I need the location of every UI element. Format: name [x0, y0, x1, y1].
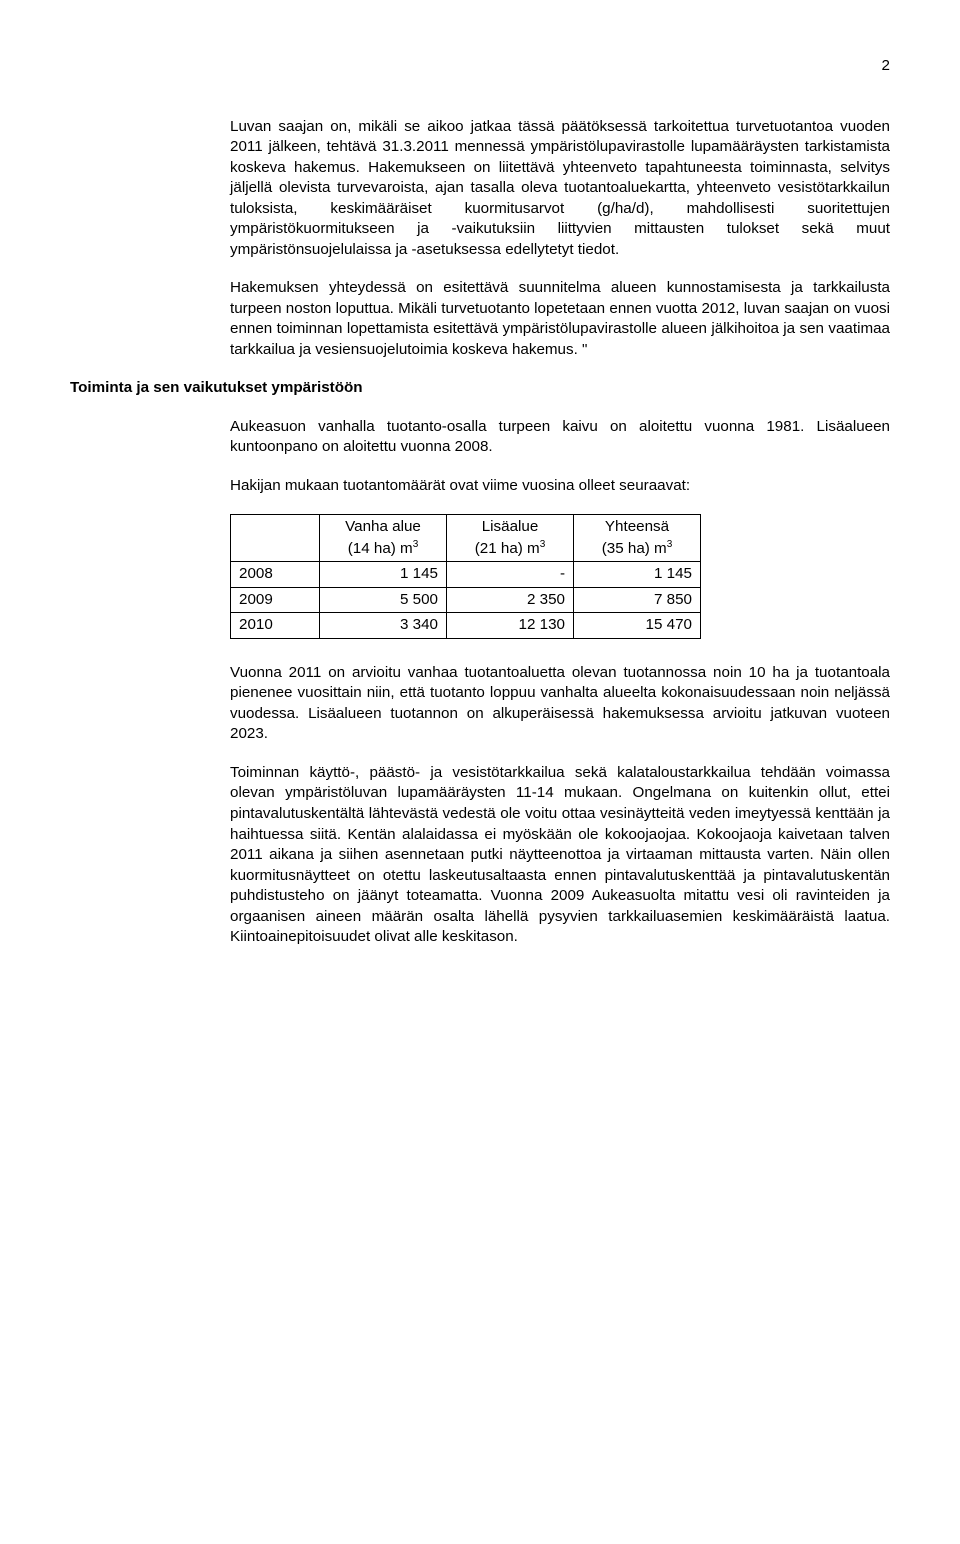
- table-cell: 12 130: [447, 613, 574, 639]
- table-cell: 2 350: [447, 587, 574, 613]
- table-header-col2: Lisäalue (21 ha) m3: [447, 515, 574, 562]
- page-number: 2: [70, 56, 890, 77]
- paragraph-5: Vuonna 2011 on arvioitu vanhaa tuotantoa…: [230, 663, 890, 745]
- col3-line1: Yhteensä: [605, 518, 669, 535]
- section-heading: Toiminta ja sen vaikutukset ympäristöön: [70, 378, 890, 399]
- table-cell: 7 850: [574, 587, 701, 613]
- col1-line1: Vanha alue: [345, 518, 421, 535]
- table-cell-year: 2010: [231, 613, 320, 639]
- body-block-lower: Aukeasuon vanhalla tuotanto-osalla turpe…: [230, 417, 890, 948]
- table-header-row: Vanha alue (14 ha) m3 Lisäalue (21 ha) m…: [231, 515, 701, 562]
- table-row: 2008 1 145 - 1 145: [231, 562, 701, 588]
- table-row: 2009 5 500 2 350 7 850: [231, 587, 701, 613]
- table-cell: 1 145: [320, 562, 447, 588]
- table-row: 2010 3 340 12 130 15 470: [231, 613, 701, 639]
- table-cell: -: [447, 562, 574, 588]
- paragraph-4: Hakijan mukaan tuotantomäärät ovat viime…: [230, 476, 890, 497]
- col3-sup: 3: [667, 539, 673, 550]
- col2-line1: Lisäalue: [482, 518, 539, 535]
- paragraph-3: Aukeasuon vanhalla tuotanto-osalla turpe…: [230, 417, 890, 458]
- paragraph-6: Toiminnan käyttö-, päästö- ja vesistötar…: [230, 763, 890, 948]
- table-cell-year: 2009: [231, 587, 320, 613]
- col2-line2: (21 ha) m: [475, 540, 540, 557]
- table-cell: 15 470: [574, 613, 701, 639]
- col1-sup: 3: [413, 539, 419, 550]
- col3-line2: (35 ha) m: [602, 540, 667, 557]
- paragraph-1: Luvan saajan on, mikäli se aikoo jatkaa …: [230, 117, 890, 261]
- table-header-col3: Yhteensä (35 ha) m3: [574, 515, 701, 562]
- body-block-upper: Luvan saajan on, mikäli se aikoo jatkaa …: [230, 117, 890, 361]
- table-header-col1: Vanha alue (14 ha) m3: [320, 515, 447, 562]
- production-table: Vanha alue (14 ha) m3 Lisäalue (21 ha) m…: [230, 514, 701, 639]
- table-cell: 5 500: [320, 587, 447, 613]
- table-header-empty: [231, 515, 320, 562]
- col1-line2: (14 ha) m: [348, 540, 413, 557]
- table-cell-year: 2008: [231, 562, 320, 588]
- col2-sup: 3: [540, 539, 546, 550]
- paragraph-2: Hakemuksen yhteydessä on esitettävä suun…: [230, 278, 890, 360]
- table-cell: 3 340: [320, 613, 447, 639]
- table-cell: 1 145: [574, 562, 701, 588]
